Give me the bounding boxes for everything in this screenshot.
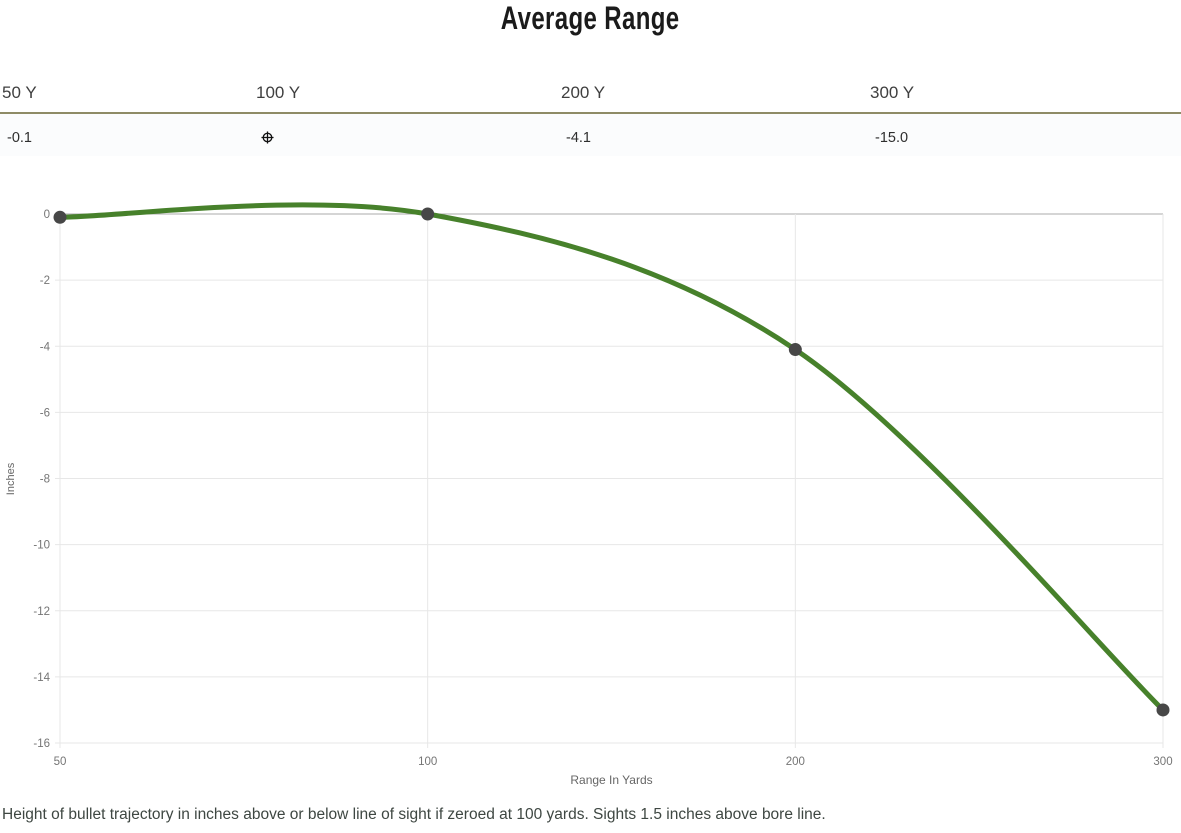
range-header-50y: 50 Y xyxy=(2,83,37,102)
y-tick-label: 0 xyxy=(44,209,50,221)
trajectory-line xyxy=(57,202,1166,713)
data-point[interactable] xyxy=(421,207,435,221)
y-tick-label: -2 xyxy=(40,275,50,287)
data-point[interactable] xyxy=(53,210,67,224)
trajectory-chart[interactable]: 0 -2 -4 -6 -8 -10 -12 -14 -16 50 100 200 300 Inches Ra… xyxy=(0,193,1181,793)
range-value-200y: -4.1 xyxy=(566,130,591,146)
footer-note: Height of bullet trajectory in inches ab… xyxy=(2,806,826,823)
range-header-300y: 300 Y xyxy=(870,83,915,102)
range-summary-value-row: -0.1 -4.1 -15.0 xyxy=(0,114,1181,156)
header-divider xyxy=(0,112,1181,114)
range-header-100y: 100 Y xyxy=(256,83,301,102)
range-summary-header-row: 50 Y 100 Y 200 Y 300 Y xyxy=(0,83,1181,112)
y-tick-label: -16 xyxy=(33,738,50,750)
x-tick-label: 50 xyxy=(54,756,67,768)
y-tick-label: -10 xyxy=(33,540,50,552)
page-title: Average Range xyxy=(501,0,680,36)
x-tick-label: 200 xyxy=(786,756,805,768)
y-tick-label: -4 xyxy=(40,341,51,353)
y-tick-label: -6 xyxy=(40,407,50,419)
range-value-50y: -0.1 xyxy=(7,130,32,146)
x-axis-title: Range In Yards xyxy=(570,773,652,787)
y-tick-label: -8 xyxy=(40,474,50,486)
y-tick-label: -14 xyxy=(33,672,50,684)
zero-crosshair-icon xyxy=(261,131,274,144)
range-header-200y: 200 Y xyxy=(561,83,606,102)
y-axis-title: Inches xyxy=(5,462,17,495)
range-value-100y xyxy=(261,129,566,147)
x-tick-label: 100 xyxy=(418,756,437,768)
chart-header: Average Range xyxy=(0,0,1181,46)
data-point[interactable] xyxy=(788,343,802,357)
chart-area: 0 -2 -4 -6 -8 -10 -12 -14 -16 50 100 200 300 Inches Ra… xyxy=(0,193,1181,793)
y-tick-label: -12 xyxy=(33,606,50,618)
range-value-300y: -15.0 xyxy=(875,130,909,146)
data-point[interactable] xyxy=(1156,703,1170,717)
range-summary-table: 50 Y 100 Y 200 Y 300 Y -0.1 -4.1 -15.0 xyxy=(0,83,1181,156)
x-tick-label: 300 xyxy=(1153,756,1172,768)
